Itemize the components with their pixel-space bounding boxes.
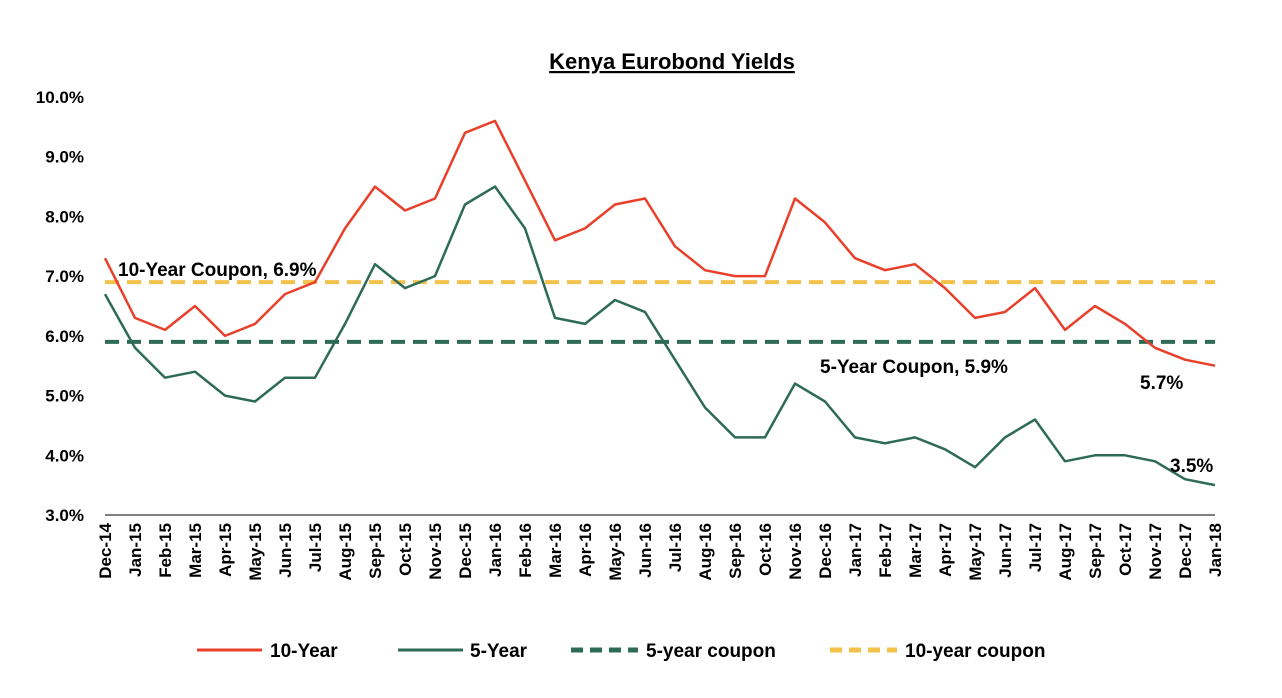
x-tick-label: Aug-16 bbox=[696, 523, 715, 581]
x-tick-label: Jun-16 bbox=[636, 523, 655, 578]
x-tick-label: Jun-17 bbox=[996, 523, 1015, 578]
x-tick-label: May-15 bbox=[246, 523, 265, 581]
series-line-5-year bbox=[103, 185, 1216, 487]
x-tick-label: Aug-17 bbox=[1056, 523, 1075, 581]
x-tick-label: Dec-16 bbox=[816, 523, 835, 579]
x-tick-label: Oct-16 bbox=[756, 523, 775, 576]
legend-label-10-year: 10-Year bbox=[270, 641, 338, 662]
x-tick-label: Apr-17 bbox=[936, 523, 955, 577]
x-tick-label: Oct-17 bbox=[1116, 523, 1135, 576]
x-tick-label: Apr-15 bbox=[216, 523, 235, 577]
x-tick-label: Apr-16 bbox=[576, 523, 595, 577]
x-tick-label: Dec-14 bbox=[96, 522, 115, 578]
x-tick-label: Feb-17 bbox=[876, 523, 895, 578]
x-tick-label: Feb-15 bbox=[156, 523, 175, 578]
x-tick-label: Oct-15 bbox=[396, 523, 415, 576]
x-tick-label: Jul-15 bbox=[306, 523, 325, 572]
legend-label-10-year-coupon: 10-year coupon bbox=[905, 641, 1045, 662]
x-tick-label: May-16 bbox=[606, 523, 625, 581]
y-tick-label: 6.0% bbox=[45, 327, 84, 346]
x-tick-label: Feb-16 bbox=[516, 523, 535, 578]
x-tick-label: Jun-15 bbox=[276, 523, 295, 578]
annotation-5y-coupon: 5-Year Coupon, 5.9% bbox=[820, 357, 1008, 378]
legend-label-5-year: 5-Year bbox=[470, 641, 528, 662]
annotation-10y-latest: 5.7% bbox=[1140, 373, 1183, 394]
annotation-10y-coupon: 10-Year Coupon, 6.9% bbox=[118, 260, 317, 281]
annotation-5y-latest: 3.5% bbox=[1170, 456, 1213, 477]
series-line-10-year bbox=[103, 119, 1216, 367]
x-tick-label: Aug-15 bbox=[336, 523, 355, 581]
x-tick-label: Jan-18 bbox=[1206, 523, 1225, 577]
x-tick-label: Dec-15 bbox=[456, 523, 475, 579]
x-tick-label: Sep-15 bbox=[366, 523, 385, 579]
x-tick-label: Jan-17 bbox=[846, 523, 865, 577]
y-tick-label: 5.0% bbox=[45, 387, 84, 406]
x-tick-label: Jul-16 bbox=[666, 523, 685, 572]
y-axis-ticks: 3.0% 4.0% 5.0% 6.0% 7.0% 8.0% 9.0% 10.0% bbox=[36, 88, 84, 525]
x-axis-ticks: Dec-14 Jan-15 Feb-15 Mar-15 Apr-15 May-15 Jun-… bbox=[96, 522, 1225, 580]
x-tick-label: Jan-15 bbox=[126, 523, 145, 577]
x-tick-label: Nov-15 bbox=[426, 523, 445, 580]
series-layer bbox=[103, 119, 1216, 487]
x-tick-label: Dec-17 bbox=[1176, 523, 1195, 579]
x-tick-label: Mar-16 bbox=[546, 523, 565, 578]
chart-title: Kenya Eurobond Yields bbox=[549, 49, 795, 74]
x-tick-label: Mar-17 bbox=[906, 523, 925, 578]
x-tick-label: Sep-16 bbox=[726, 523, 745, 579]
y-tick-label: 8.0% bbox=[45, 207, 84, 226]
y-tick-label: 7.0% bbox=[45, 267, 84, 286]
x-tick-label: Nov-17 bbox=[1146, 523, 1165, 580]
x-tick-label: Sep-17 bbox=[1086, 523, 1105, 579]
y-tick-label: 4.0% bbox=[45, 446, 84, 465]
x-tick-label: Mar-15 bbox=[186, 523, 205, 578]
y-tick-label: 9.0% bbox=[45, 148, 84, 167]
x-tick-label: Jul-17 bbox=[1026, 523, 1045, 572]
legend-label-5-year-coupon: 5-year coupon bbox=[646, 641, 776, 662]
y-tick-label: 3.0% bbox=[45, 506, 84, 525]
legend: 10-Year 5-Year 5-year coupon 10-year cou… bbox=[197, 641, 1045, 662]
x-tick-label: Jan-16 bbox=[486, 523, 505, 577]
x-tick-label: May-17 bbox=[966, 523, 985, 581]
y-tick-label: 10.0% bbox=[36, 88, 84, 107]
x-tick-label: Nov-16 bbox=[786, 523, 805, 580]
